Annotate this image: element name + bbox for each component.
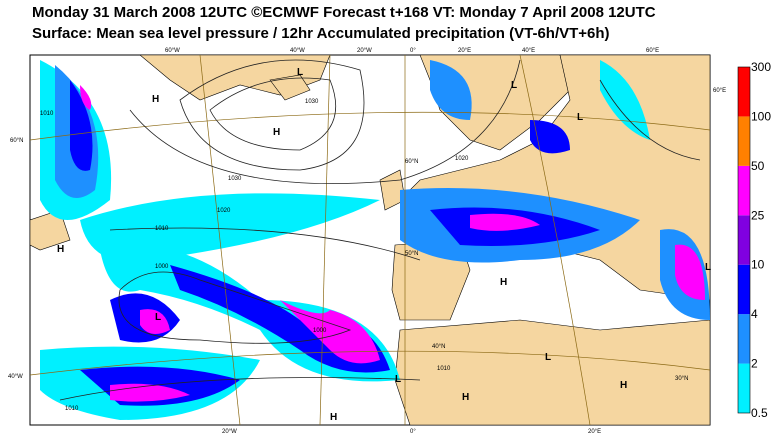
graticule-label: 60°N: [10, 138, 23, 144]
pressure-center: L: [297, 67, 303, 78]
pressure-center: H: [462, 392, 469, 403]
graticule-label: 40°E: [522, 48, 535, 54]
colorbar-label: 10: [751, 258, 765, 272]
graticule-label: 30°N: [675, 376, 688, 382]
isobar-label: 1030: [228, 176, 242, 182]
colorbar-label: 300: [751, 60, 771, 74]
pressure-center: L: [577, 112, 583, 123]
pressure-center: L: [511, 80, 517, 91]
pressure-center: L: [155, 312, 161, 323]
isobar-label: 1030: [305, 99, 319, 105]
colorbar-segment: [738, 314, 750, 364]
pressure-center: L: [705, 262, 711, 273]
pressure-center: H: [330, 412, 337, 423]
graticule-label: 40°W: [8, 374, 23, 380]
graticule-label: 20°E: [458, 48, 471, 54]
graticule-label: 50°N: [405, 251, 418, 257]
graticule-label: 0°: [410, 48, 416, 54]
colorbar-label: 4: [751, 307, 758, 321]
colorbar: 0.5 2 4 10 25 50 100 300: [737, 60, 771, 420]
colorbar-label: 25: [751, 208, 765, 222]
colorbar-segment: [738, 363, 750, 413]
graticule-label: 60°W: [165, 48, 180, 54]
colorbar-label: 0.5: [751, 406, 768, 420]
pressure-center: H: [273, 127, 280, 138]
title: Monday 31 March 2008 12UTC ©ECMWF Foreca…: [32, 4, 656, 21]
pressure-center: H: [620, 380, 627, 391]
isobar-label: 1000: [313, 328, 327, 334]
graticule-label: 60°E: [646, 48, 659, 54]
subtitle: Surface: Mean sea level pressure / 12hr …: [32, 25, 610, 42]
graticule-label: 20°W: [222, 429, 237, 435]
colorbar-segment: [738, 67, 750, 117]
graticule-label: 40°N: [432, 344, 445, 350]
isobar-label: 1000: [155, 264, 169, 270]
isobar-label: 1010: [155, 226, 169, 232]
precipitation: [40, 60, 710, 420]
graticule-label: 60°E: [713, 88, 726, 94]
colorbar-frame: [737, 66, 751, 414]
colorbar-label: 50: [751, 159, 765, 173]
colorbar-label: 100: [751, 109, 771, 123]
isobar-label: 1010: [437, 366, 451, 372]
pressure-center: H: [57, 244, 64, 255]
graticule-label: 40°W: [290, 48, 305, 54]
pressure-center: H: [152, 94, 159, 105]
pressure-center: L: [545, 352, 551, 363]
graticule-lines: [30, 55, 710, 425]
colorbar-label: 2: [751, 357, 758, 371]
colorbar-segment: [738, 165, 750, 216]
colorbar-segment: [738, 215, 750, 265]
isobar-label: 1010: [40, 111, 54, 117]
colorbar-segment: [738, 264, 750, 315]
isobar-label: 1020: [217, 208, 231, 214]
colorbar-segment: [738, 116, 750, 166]
map: H H H L L L H L H H L L L H 1030 1030 10…: [8, 48, 726, 435]
isobar-label: 1020: [455, 156, 469, 162]
graticule-label: 20°E: [588, 429, 601, 435]
pressure-center: L: [395, 374, 401, 385]
graticule-label: 20°W: [357, 48, 372, 54]
isobar-label: 1010: [65, 406, 79, 412]
isobars: [59, 59, 701, 401]
graticule-label: 0°: [410, 429, 416, 435]
graticule-label: 60°N: [405, 159, 418, 165]
pressure-center: H: [500, 277, 507, 288]
